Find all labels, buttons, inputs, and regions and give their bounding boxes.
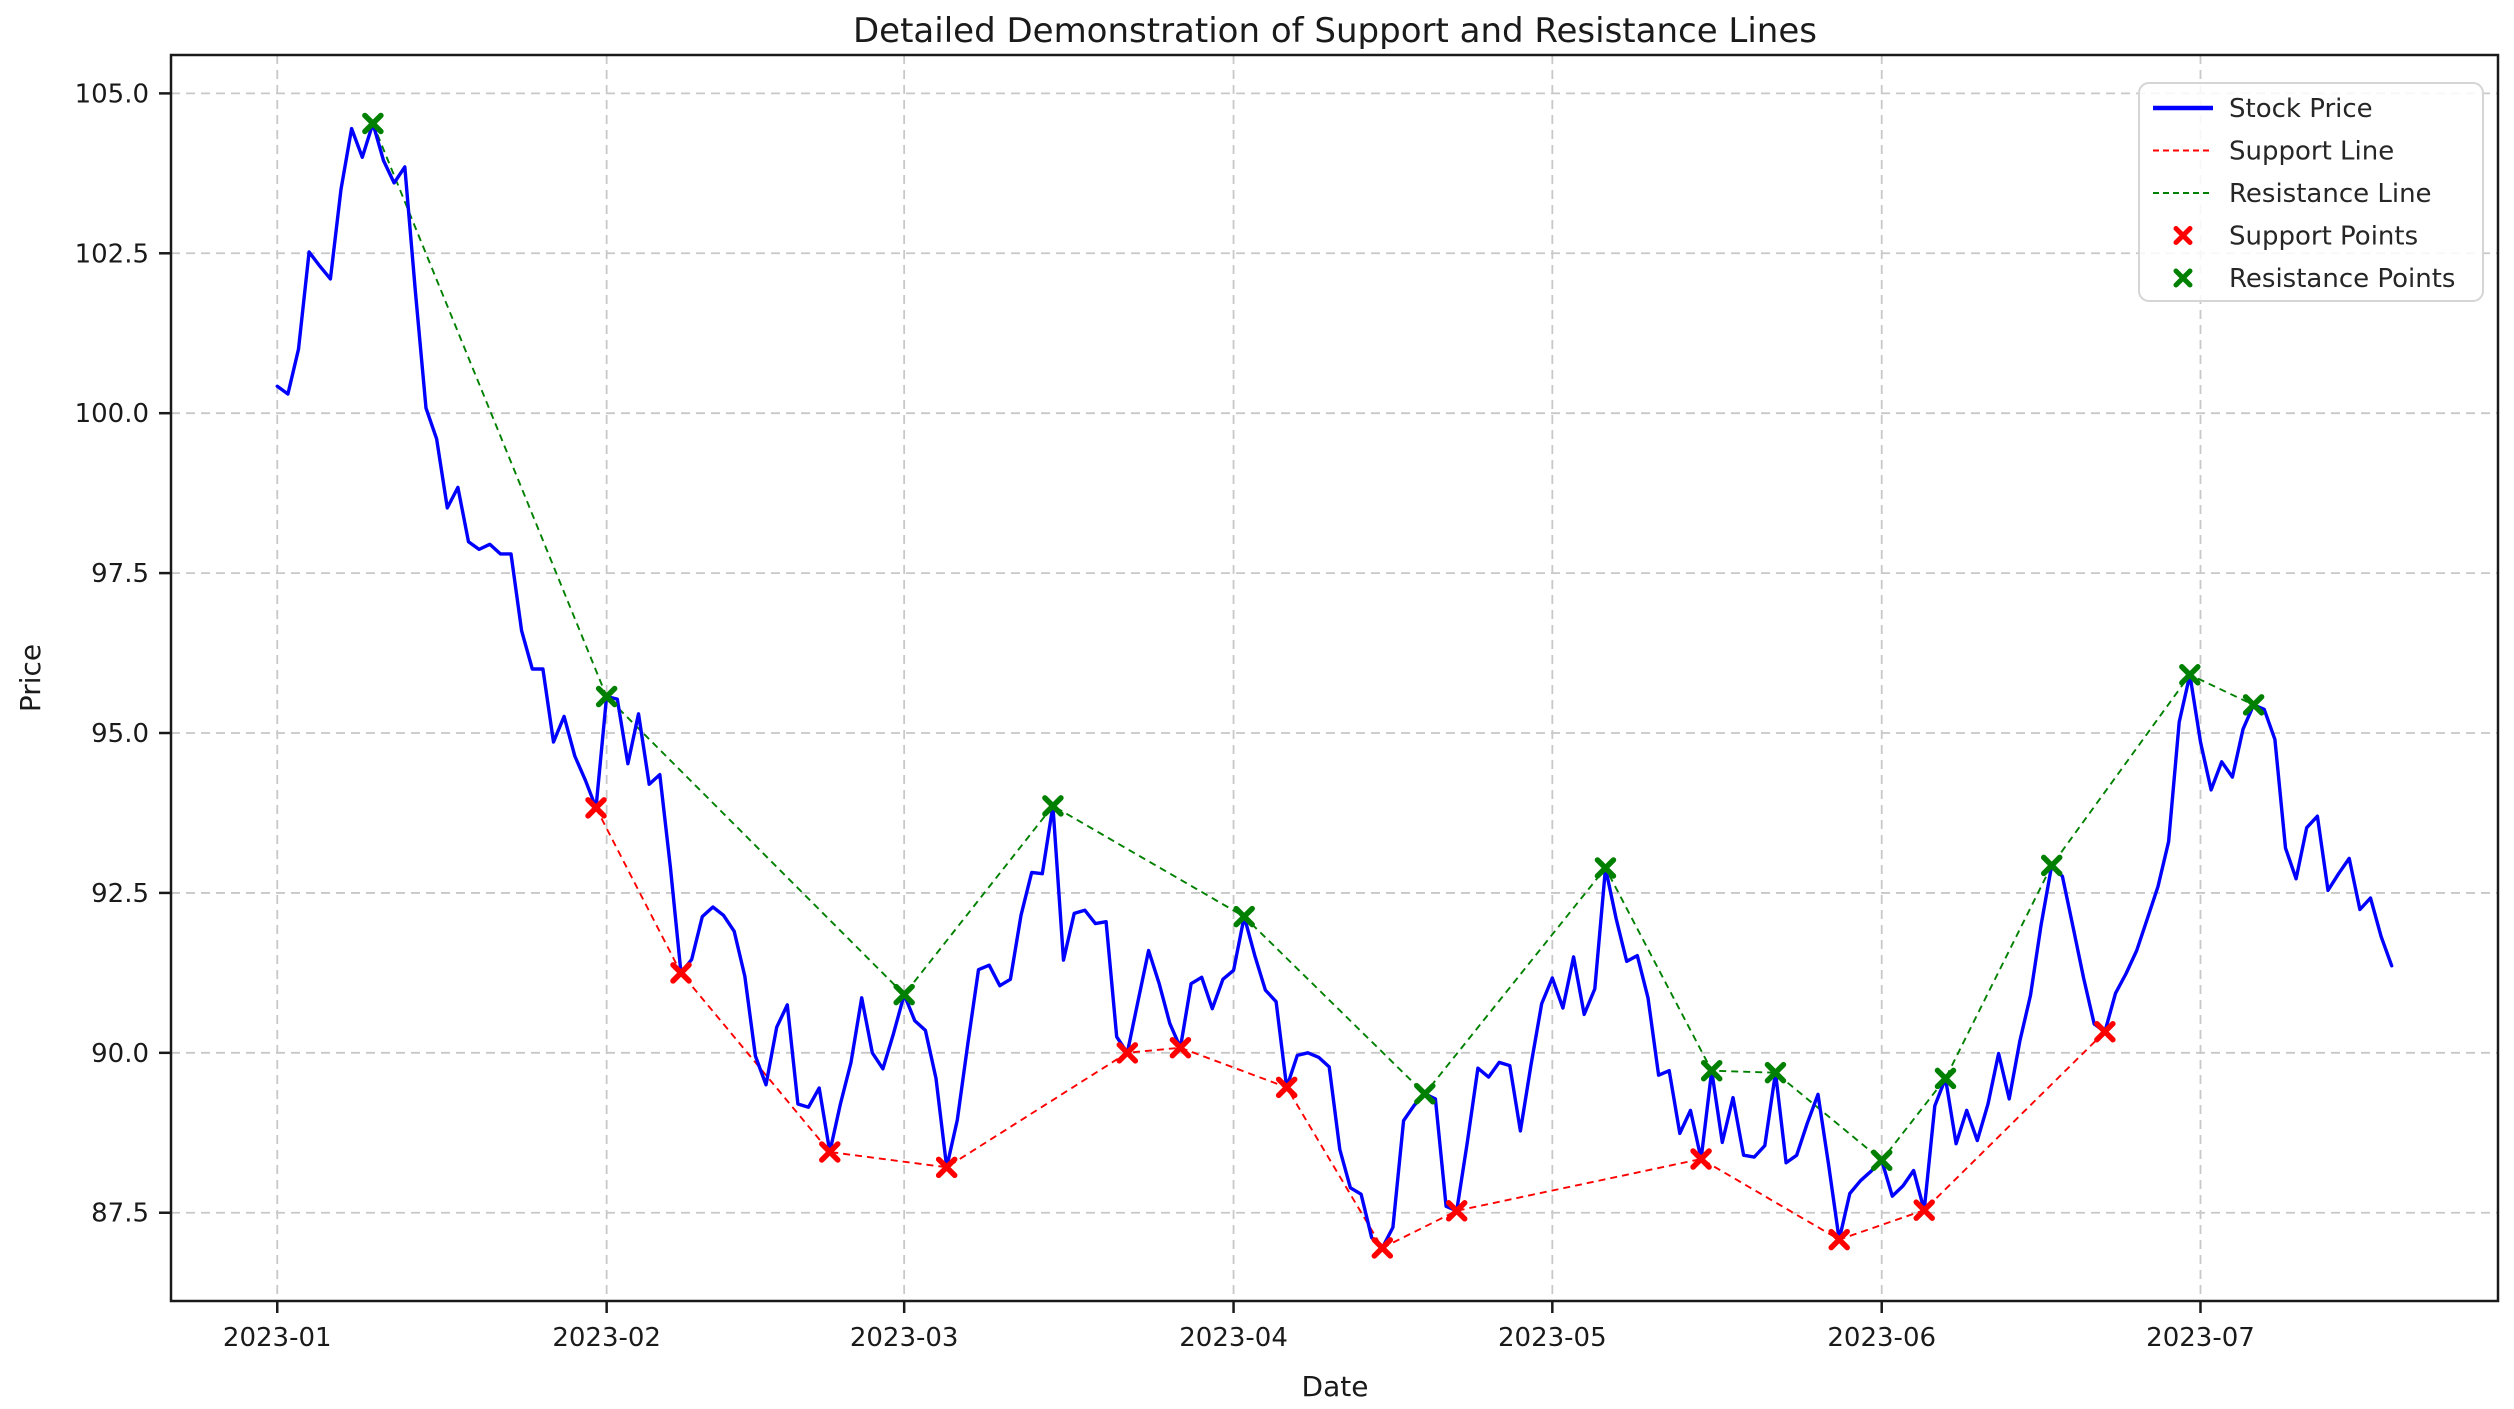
support-point-x-icon [670, 962, 692, 984]
support-point-x-icon [585, 797, 607, 819]
resistance-point-x-icon [893, 983, 915, 1006]
legend-entry-label: Support Line [2229, 137, 2394, 167]
resistance-point-x-icon [2040, 854, 2063, 877]
resistance-point-x-icon [2179, 664, 2201, 686]
support-point-x-icon [819, 1141, 841, 1163]
y-tick-label: 97.5 [91, 559, 149, 589]
support-point-x-icon [1690, 1148, 1712, 1170]
chart-title: Detailed Demonstration of Support and Re… [853, 11, 1817, 51]
support-point-x-icon [1116, 1042, 1139, 1064]
resistance-point-x-icon [1233, 905, 1255, 928]
x-tick-label: 2023-02 [552, 1323, 661, 1353]
resistance-point-x-icon [1870, 1149, 1893, 1172]
legend-box [2138, 82, 2484, 302]
resistance-point-x-icon [1414, 1083, 1436, 1105]
axes-spines [169, 53, 2500, 1303]
grid-layer [171, 55, 2498, 1301]
y-tick-label: 87.5 [91, 1199, 149, 1229]
support-point-x-icon [1913, 1199, 1935, 1221]
x-tick-label: 2023-06 [1827, 1323, 1936, 1353]
x-tick-label: 2023-03 [850, 1323, 959, 1353]
resistance-line [372, 123, 2255, 1162]
y-tick-label: 95.0 [91, 719, 149, 749]
legend-entry-label: Stock Price [2229, 94, 2373, 124]
resistance-point-x-icon [1764, 1061, 1787, 1084]
support-point-x-icon [1169, 1036, 1192, 1059]
support-point-x-icon [1445, 1200, 1468, 1222]
x-tick-label: 2023-07 [2146, 1323, 2255, 1353]
support-point-x-icon [1275, 1076, 1298, 1099]
legend-x-marker-icon [2173, 226, 2193, 245]
support-point-x-icon [2094, 1020, 2116, 1043]
support-point-x-icon [1371, 1237, 1394, 1259]
x-tick-label: 2023-04 [1179, 1323, 1288, 1353]
resistance-point-x-icon [1700, 1059, 1723, 1082]
resistance-point-x-icon [1594, 857, 1617, 879]
legend-entry-label: Support Points [2229, 222, 2418, 252]
y-tick-label: 105.0 [75, 79, 149, 109]
resistance-point-x-icon [1042, 795, 1064, 817]
stock-price-line [275, 121, 2394, 1250]
x-tick-label: 2023-05 [1498, 1323, 1607, 1353]
support-point-x-icon [935, 1156, 958, 1179]
legend-entry-label: Resistance Line [2229, 179, 2432, 209]
resistance-point-x-icon [595, 685, 618, 708]
series-layer [275, 112, 2394, 1259]
tick-layer: 2023-01 2023-02 2023-03 2023-04 2023-05 2023-… [75, 79, 2255, 1353]
plot-border [169, 53, 2500, 1303]
y-tick-label: 102.5 [75, 239, 149, 269]
x-tick-label: 2023-01 [223, 1323, 332, 1353]
legend-entry-label: Resistance Points [2229, 264, 2455, 294]
legend: Stock Price Support Line Resistance Line Su… [2138, 82, 2484, 302]
y-tick-label: 90.0 [91, 1039, 149, 1069]
support-point-x-icon [1828, 1228, 1850, 1251]
resistance-point-x-icon [1934, 1067, 1957, 1090]
y-tick-label: 100.0 [75, 399, 149, 429]
y-axis-label: Price [14, 644, 47, 712]
resistance-point-x-icon [362, 112, 384, 135]
y-tick-label: 92.5 [91, 879, 149, 909]
legend-x-marker-icon [2173, 268, 2193, 288]
x-axis-label: Date [1302, 1370, 1369, 1403]
resistance-point-x-icon [2242, 694, 2265, 716]
